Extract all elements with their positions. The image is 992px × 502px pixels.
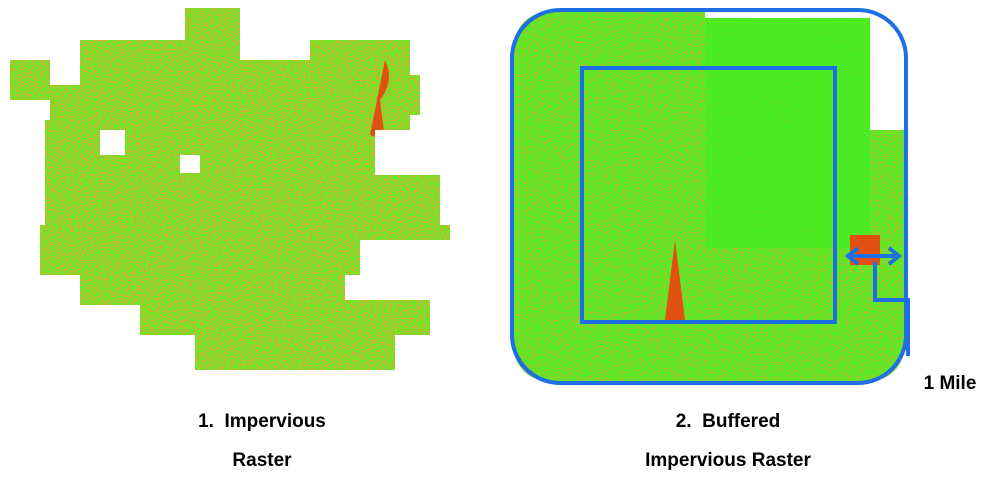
- buffered-raster: [500, 0, 920, 400]
- caption-line: Impervious Raster: [645, 450, 811, 471]
- caption-line: Raster: [232, 450, 292, 471]
- scale-label: 1 Mile: [924, 373, 977, 394]
- caption-line: 2. Buffered: [676, 411, 781, 432]
- figure-canvas: 1 Mile 1. Impervious Raster 2. Buffered …: [0, 0, 992, 502]
- caption-line: 1. Impervious: [198, 411, 326, 432]
- figure: 1 Mile 1. Impervious Raster 2. Buffered …: [0, 0, 992, 502]
- impervious-raster: [0, 0, 460, 380]
